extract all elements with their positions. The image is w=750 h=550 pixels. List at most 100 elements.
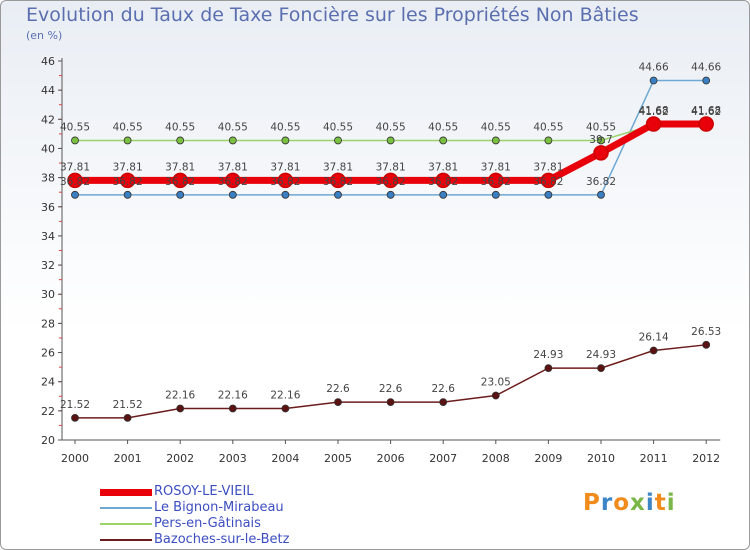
x-tick-label: 2009 xyxy=(534,452,562,465)
point-pers xyxy=(228,136,237,145)
data-label-rosoy: 39.7 xyxy=(589,134,612,146)
data-label-pers: 40.55 xyxy=(533,121,563,133)
data-label-bazoches: 24.93 xyxy=(533,349,563,361)
point-rosoy xyxy=(593,145,609,161)
x-tick-label: 2002 xyxy=(166,452,194,465)
point-bignon xyxy=(228,190,237,199)
y-tick-label: 40 xyxy=(41,142,55,155)
logo-letter: i xyxy=(645,490,655,516)
x-tick-label: 2003 xyxy=(219,452,247,465)
data-label-bazoches: 26.53 xyxy=(691,326,721,338)
series-bazoches xyxy=(71,340,711,422)
point-rosoy xyxy=(119,172,136,189)
data-label-pers: 40.55 xyxy=(376,121,406,133)
point-pers xyxy=(123,136,132,145)
y-tick-label: 42 xyxy=(41,113,55,126)
y-tick-label: 24 xyxy=(41,376,55,389)
point-bignon xyxy=(439,190,448,199)
point-rosoy xyxy=(540,172,557,189)
legend-swatch-rosoy xyxy=(100,489,152,496)
point-rosoy xyxy=(698,116,714,132)
data-label-bignon: 36.82 xyxy=(113,176,143,188)
proxiti-logo: Proxiti xyxy=(583,490,676,516)
legend-swatch-bazoches xyxy=(100,539,152,541)
data-label-bazoches: 24.93 xyxy=(586,349,616,361)
series-rosoy xyxy=(67,116,714,189)
data-label-bignon: 36.82 xyxy=(270,176,300,188)
legend-label-rosoy: ROSOY-LE-VIEIL xyxy=(154,484,254,499)
legend-label-bazoches: Bazoches-sur-le-Betz xyxy=(154,532,290,547)
logo-letter: t xyxy=(654,490,667,516)
point-pers xyxy=(597,136,605,145)
data-label-rosoy: 41.68 xyxy=(639,105,669,117)
data-label-bignon: 36.82 xyxy=(323,176,353,188)
data-label-rosoy: 37.81 xyxy=(481,161,511,173)
y-tick-label: 22 xyxy=(41,405,55,418)
point-pers xyxy=(386,136,395,145)
x-tick-label: 2008 xyxy=(482,452,510,465)
data-label-pers: 40.55 xyxy=(113,121,143,133)
point-rosoy xyxy=(645,116,662,132)
point-bignon xyxy=(544,190,553,199)
data-label-rosoy: 37.81 xyxy=(113,161,143,173)
x-tick-label: 2000 xyxy=(61,452,89,465)
logo-letter: o xyxy=(613,490,631,516)
data-label-bazoches: 22.16 xyxy=(270,390,300,402)
data-label-pers: 40.55 xyxy=(323,121,353,133)
point-bignon xyxy=(702,76,711,85)
point-bazoches xyxy=(281,404,290,413)
point-bazoches xyxy=(71,413,79,422)
data-label-pers: 40.55 xyxy=(60,121,90,133)
data-label-bignon: 36.82 xyxy=(481,176,511,188)
data-label-pers: 40.55 xyxy=(270,121,300,133)
point-bignon xyxy=(71,190,79,199)
point-bazoches xyxy=(123,413,132,422)
data-label-pers: 41.62 xyxy=(639,106,669,118)
point-bazoches xyxy=(439,398,448,407)
point-rosoy xyxy=(225,172,241,189)
y-tick-label: 20 xyxy=(41,434,55,447)
chart-title: Evolution du Taux de Taxe Foncière sur l… xyxy=(26,4,639,26)
y-tick-label: 36 xyxy=(41,201,55,214)
data-label-bignon: 36.82 xyxy=(428,176,458,188)
data-label-rosoy: 37.81 xyxy=(323,161,353,173)
point-bazoches xyxy=(702,340,711,349)
logo-letter: i xyxy=(666,490,676,516)
point-bignon xyxy=(491,190,500,199)
point-bignon xyxy=(281,190,290,199)
point-rosoy xyxy=(435,172,451,189)
point-bignon xyxy=(334,190,342,199)
logo-letter: P xyxy=(583,490,601,516)
data-label-bazoches: 21.52 xyxy=(113,399,143,411)
y-tick-label: 26 xyxy=(41,347,55,360)
data-label-rosoy: 37.81 xyxy=(218,161,248,173)
data-label-bignon: 44.66 xyxy=(691,62,721,74)
series-layer xyxy=(67,76,714,422)
y-axis-unit: (en %) xyxy=(26,29,63,42)
y-tick-label: 28 xyxy=(41,317,55,330)
y-tick-label: 46 xyxy=(41,55,55,68)
point-bignon xyxy=(176,190,185,199)
data-label-bignon: 36.82 xyxy=(533,176,563,188)
legend-swatch-bignon xyxy=(100,507,152,509)
data-label-bignon: 36.82 xyxy=(165,176,195,188)
point-pers xyxy=(439,136,448,145)
point-rosoy xyxy=(277,172,294,189)
data-label-bignon: 44.66 xyxy=(639,62,669,74)
data-labels: 40.55 40.55 40.55 40.55 40.55 40.55 40.55 40.55… xyxy=(60,62,722,411)
legend-label-bignon: Le Bignon-Mirabeau xyxy=(154,500,284,515)
point-bazoches xyxy=(228,404,237,413)
x-tick-label: 2012 xyxy=(692,452,720,465)
data-label-rosoy: 37.81 xyxy=(428,161,458,173)
point-pers xyxy=(544,136,553,145)
data-label-rosoy: 37.81 xyxy=(533,161,563,173)
point-pers xyxy=(71,136,79,145)
x-tick-label: 2007 xyxy=(429,452,457,465)
point-rosoy xyxy=(382,172,399,189)
data-label-pers: 40.55 xyxy=(428,121,458,133)
data-label-pers: 40.55 xyxy=(218,121,248,133)
data-label-bazoches: 22.6 xyxy=(379,383,403,395)
x-tick-label: 2005 xyxy=(324,452,352,465)
point-rosoy xyxy=(172,172,188,189)
